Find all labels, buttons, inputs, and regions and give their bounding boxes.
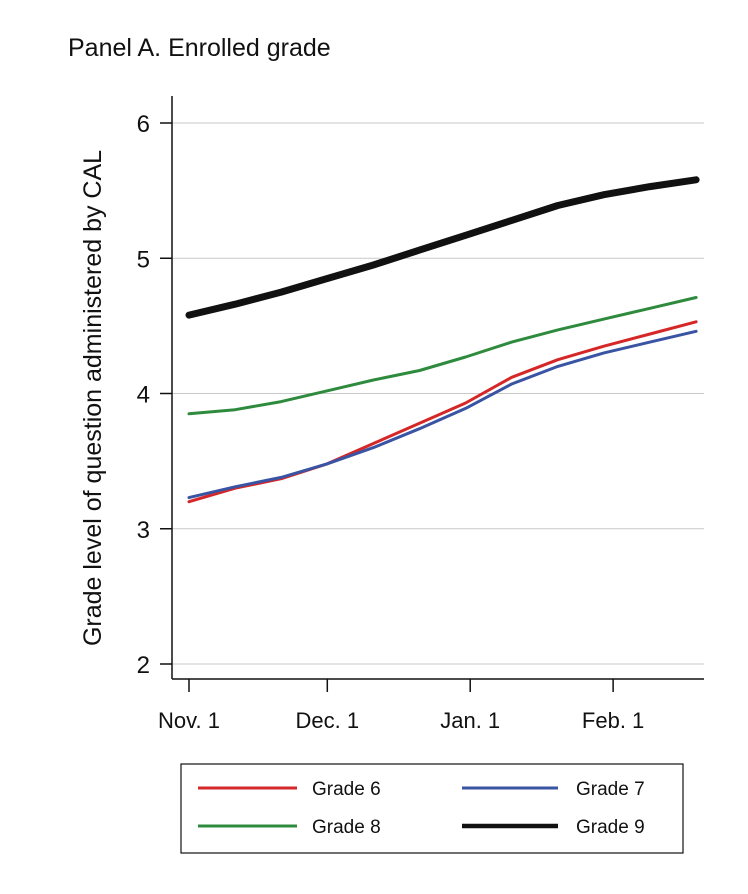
series-line-grade-8: [187, 296, 698, 416]
series-lines: [185, 176, 700, 504]
axes: [171, 96, 704, 680]
chart-title: Panel A. Enrolled grade: [68, 34, 331, 62]
legend-item-grade-7-label: Grade 7: [576, 779, 645, 800]
y-tick-label: 4: [137, 382, 150, 409]
y-tick-label: 2: [137, 652, 150, 679]
legend-item-grade-9-label: Grade 9: [576, 817, 645, 838]
x-ticks: Nov. 1 Dec. 1 Jan. 1 Feb. 1: [158, 679, 644, 733]
series-line-grade-9: [185, 176, 700, 319]
y-axis-label: Grade level of question administered by …: [79, 150, 107, 646]
x-tick-label: Dec. 1: [296, 708, 360, 733]
y-tick-label: 3: [137, 517, 150, 544]
x-tick-label: Jan. 1: [440, 708, 500, 733]
x-tick-label: Nov. 1: [158, 708, 220, 733]
legend-item-grade-8-label: Grade 8: [312, 817, 381, 838]
legend-box: [180, 763, 684, 854]
y-ticks: 2 3 4 5 6: [137, 111, 172, 679]
y-tick-label: 5: [137, 246, 150, 273]
series-line-grade-7: [187, 329, 698, 500]
legend: Grade 6 Grade 7 Grade 8 Grade 9: [198, 779, 645, 838]
x-tick-label: Feb. 1: [582, 708, 644, 733]
grid-lines: [172, 122, 704, 665]
y-tick-label: 6: [137, 111, 150, 138]
legend-item-grade-6-label: Grade 6: [312, 779, 381, 800]
